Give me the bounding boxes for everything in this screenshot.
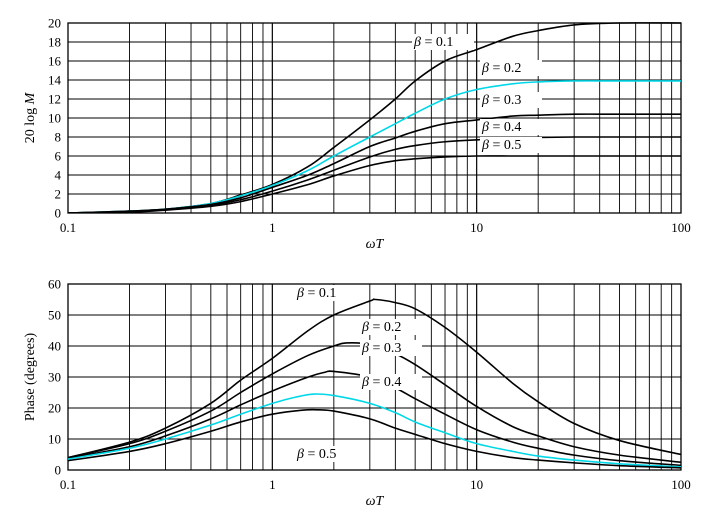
y-tick-label: 30: [48, 370, 61, 385]
x-tick-label: 100: [671, 220, 691, 235]
y-tick-label: 2: [55, 187, 62, 202]
y-tick-label: 0: [55, 463, 62, 478]
chart-panel-1: 0 2 4 6 8 10 12 14 16 18 20 0.1 1 10 100 ωT 20 log M β = …: [23, 16, 691, 253]
y-tick-label: 20: [48, 16, 61, 31]
chart-panel-2: 0 10 20 30 40 50 60 0.1 1 10 100 ωT Phase (degrees) β…: [23, 277, 691, 510]
y-tick-label: 12: [48, 92, 61, 107]
series-group: [68, 22, 681, 213]
x-axis-title: ωT: [366, 494, 385, 509]
y-tick-label: 0: [55, 206, 62, 221]
curve-label: β = 0.3: [481, 93, 521, 108]
y-tick-label: 4: [55, 168, 62, 183]
curve-label-bg: [480, 137, 542, 153]
x-tick-label: 1: [269, 220, 276, 235]
curve-label: β = 0.1: [296, 286, 336, 301]
series-line-beta-0.4: [68, 393, 681, 468]
curve-label-bg: [295, 285, 357, 301]
y-tick-label: 8: [55, 130, 62, 145]
curve-label: β = 0.4: [361, 375, 401, 390]
y-tick-label: 60: [48, 277, 61, 292]
x-axis-title: ωT: [366, 237, 385, 252]
y-tick-label: 50: [48, 308, 61, 323]
series-line-beta-0.5: [68, 408, 681, 469]
curve-label: β = 0.2: [481, 61, 521, 76]
curve-label-bg: [480, 119, 542, 135]
y-tick-label: 10: [48, 432, 61, 447]
plot-frame: [67, 22, 682, 214]
curve-label-bg: [360, 319, 422, 335]
y-axis-title: Phase (degrees): [23, 333, 38, 422]
x-tick-label: 0.1: [60, 220, 76, 235]
y-tick-label: 6: [55, 149, 62, 164]
curve-label-bg: [480, 60, 542, 76]
curve-label: β = 0.2: [361, 320, 401, 335]
y-tick-label: 14: [48, 73, 62, 88]
curve-label-bg: [295, 446, 357, 462]
y-tick-label: 40: [48, 339, 61, 354]
grid: [68, 23, 681, 213]
curve-label-bg: [480, 92, 542, 108]
curve-label: β = 0.4: [481, 120, 521, 135]
curve-label: β = 0.1: [413, 35, 453, 50]
series-line-beta-0.1: [68, 298, 681, 459]
y-tick-label: 18: [48, 35, 61, 50]
series-line-beta-0.2: [68, 80, 681, 213]
series-line-beta-0.5: [68, 155, 681, 213]
curve-label-bg: [360, 374, 422, 390]
x-tick-label: 10: [470, 477, 483, 492]
y-tick-label: 20: [48, 401, 61, 416]
curve-label-bg: [412, 34, 474, 50]
plot-frame: [67, 283, 682, 471]
curve-label-bg: [360, 340, 422, 356]
series-line-beta-0.3: [68, 113, 681, 213]
curve-label: β = 0.5: [296, 447, 336, 462]
curve-label: β = 0.5: [481, 138, 521, 153]
x-tick-label: 0.1: [60, 477, 76, 492]
curve-label: β = 0.3: [361, 341, 401, 356]
x-tick-label: 1: [269, 477, 276, 492]
y-tick-label: 16: [48, 54, 62, 69]
x-tick-label: 100: [671, 477, 691, 492]
x-tick-label: 10: [470, 220, 483, 235]
y-axis-title: 20 log M: [23, 91, 38, 143]
y-tick-label: 10: [48, 111, 61, 126]
